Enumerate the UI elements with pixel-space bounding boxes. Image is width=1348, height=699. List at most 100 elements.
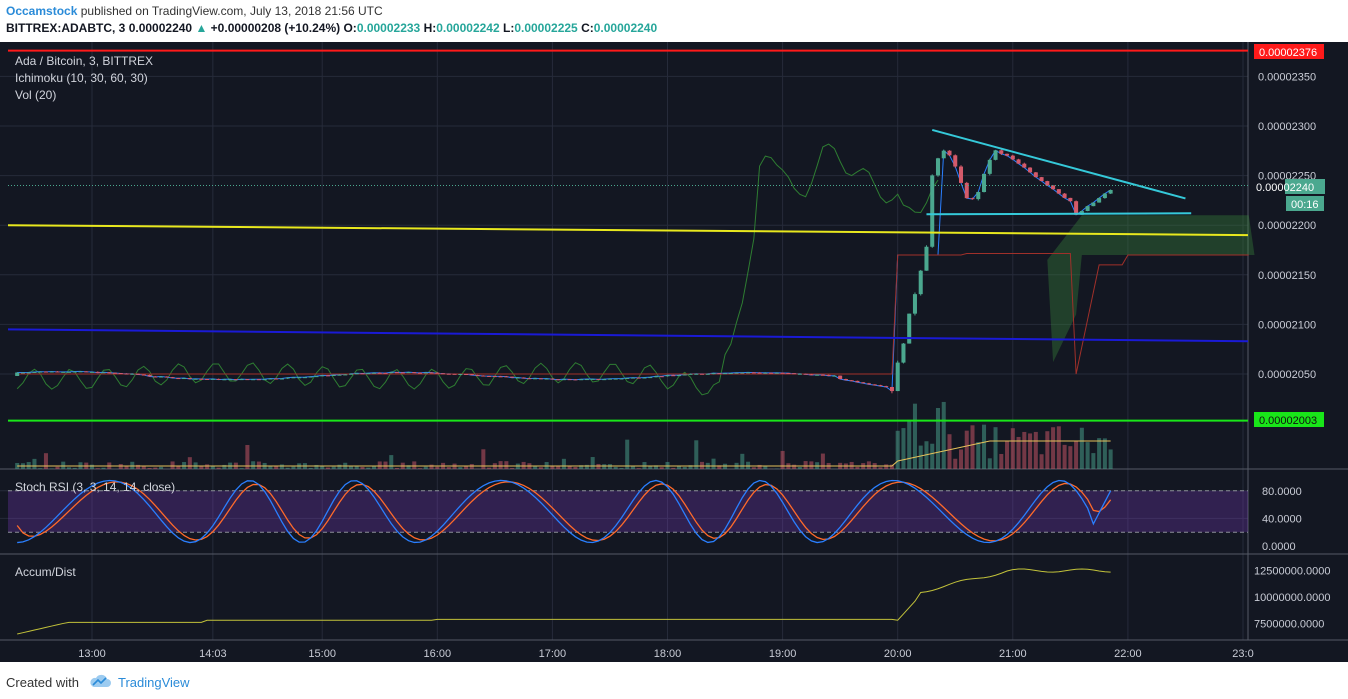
- candle-body: [751, 372, 756, 374]
- candle-body: [866, 383, 871, 385]
- volume-bar: [682, 466, 687, 469]
- price-tick-label: 0.00002300: [1258, 121, 1316, 133]
- volume-bar: [176, 465, 181, 469]
- volume-bar: [941, 401, 946, 469]
- price-tick-label: 0.00002050: [1258, 369, 1316, 381]
- candle-body: [602, 379, 607, 381]
- volume-bar: [797, 466, 802, 469]
- volume-bar: [498, 461, 503, 469]
- candle-body: [210, 378, 215, 380]
- tradingview-cloud-icon: [90, 674, 111, 687]
- candle-body: [705, 373, 710, 375]
- level-lines: [7, 49, 1249, 422]
- candle-body: [1045, 181, 1050, 186]
- volume-bar: [458, 467, 463, 469]
- volume-bar: [239, 468, 244, 469]
- candle-body: [757, 372, 762, 374]
- symbol-label: BITTREX:ADABTC, 3: [6, 21, 126, 35]
- volume-bar: [377, 461, 382, 469]
- candle-body: [665, 375, 670, 377]
- accum-tick-label: 12500000.0000: [1254, 566, 1330, 578]
- volume-bar: [308, 467, 313, 469]
- candle-body: [481, 375, 486, 377]
- volume-bar: [619, 468, 624, 469]
- candle-body: [279, 378, 284, 380]
- candle-body: [855, 380, 860, 383]
- candle-body: [1108, 190, 1113, 194]
- candle-body: [38, 371, 43, 373]
- price-tick-label: 0.00002350: [1258, 71, 1316, 83]
- candle-body: [567, 379, 572, 381]
- candle-body: [544, 378, 549, 380]
- candle-body: [642, 377, 647, 379]
- volume-bar: [630, 465, 635, 469]
- volume-bar: [159, 466, 164, 469]
- candle-body: [308, 376, 313, 378]
- candle-body: [464, 373, 469, 375]
- volume-bar: [199, 465, 204, 469]
- volume-bar: [889, 464, 894, 469]
- candle-body: [987, 159, 992, 174]
- triangle-lower-line: [926, 212, 1192, 216]
- candle-body: [354, 373, 359, 375]
- candle-body: [941, 150, 946, 159]
- candle-body: [182, 378, 187, 380]
- candle-body: [256, 379, 261, 381]
- volume-bar: [216, 467, 221, 469]
- candle-body: [521, 377, 526, 379]
- volume-bar: [101, 467, 106, 469]
- volume-bar: [95, 468, 100, 469]
- volume-bar: [1062, 444, 1067, 469]
- volume-bar: [423, 466, 428, 469]
- volume-bar: [1051, 427, 1056, 469]
- volume-bar: [395, 468, 400, 469]
- volume-bar: [866, 461, 871, 469]
- candle-body: [1068, 197, 1073, 202]
- volume-bar: [607, 464, 612, 469]
- volume-bar: [429, 464, 434, 469]
- green-level-tag: [1254, 412, 1324, 427]
- red-level-tag: [1254, 44, 1324, 59]
- volume-bar: [970, 425, 975, 469]
- chart-area[interactable]: 0.00002350 0.00002300 0.00002250 0.00002200…: [0, 42, 1348, 662]
- chart-canvas[interactable]: 0.000023500.000023000.000022500.00002200…: [0, 42, 1348, 662]
- volume-bar: [446, 467, 451, 469]
- stoch-band: [8, 490, 1248, 533]
- candle-body: [268, 378, 273, 380]
- volume-bar: [561, 458, 566, 469]
- candle-body: [26, 372, 31, 374]
- volume-bar: [912, 403, 917, 469]
- volume-bar: [613, 466, 618, 469]
- candle-body: [130, 373, 135, 375]
- volume-bar: [521, 461, 526, 469]
- candle-body: [746, 372, 751, 374]
- candle-body: [1022, 163, 1027, 168]
- last-price: 0.00002240: [128, 21, 193, 35]
- candle-body: [89, 371, 95, 373]
- volume-bar: [469, 464, 474, 469]
- candle-body: [245, 379, 250, 381]
- price-tick-label: 0.00002200: [1258, 220, 1316, 232]
- change-arrow-icon: ▲: [195, 21, 208, 35]
- volume-bar: [1010, 428, 1015, 469]
- current-price-value: 0.00002240: [1256, 182, 1314, 194]
- candle-body: [153, 376, 158, 378]
- volume-bar: [665, 461, 670, 469]
- tradingview-link[interactable]: TradingView: [118, 675, 190, 690]
- time-tick-label: 23:0: [1232, 648, 1253, 660]
- volume-bar: [314, 464, 319, 469]
- volume-bar: [153, 467, 158, 469]
- candle-body: [843, 379, 848, 381]
- legend-pair: Ada / Bitcoin, 3, BITTREX: [15, 54, 153, 68]
- author-link[interactable]: Occamstock: [6, 4, 78, 18]
- candle-body: [1010, 155, 1015, 160]
- volume-bar: [573, 467, 578, 469]
- volume-bar: [66, 467, 71, 469]
- candle-body: [861, 382, 866, 384]
- candle-body: [1028, 167, 1033, 173]
- candle-body: [671, 375, 676, 377]
- time-tick-label: 22:00: [1114, 648, 1142, 660]
- candle-body: [302, 377, 307, 379]
- blue-trend-line: [7, 328, 1249, 343]
- candle-body: [1039, 177, 1044, 182]
